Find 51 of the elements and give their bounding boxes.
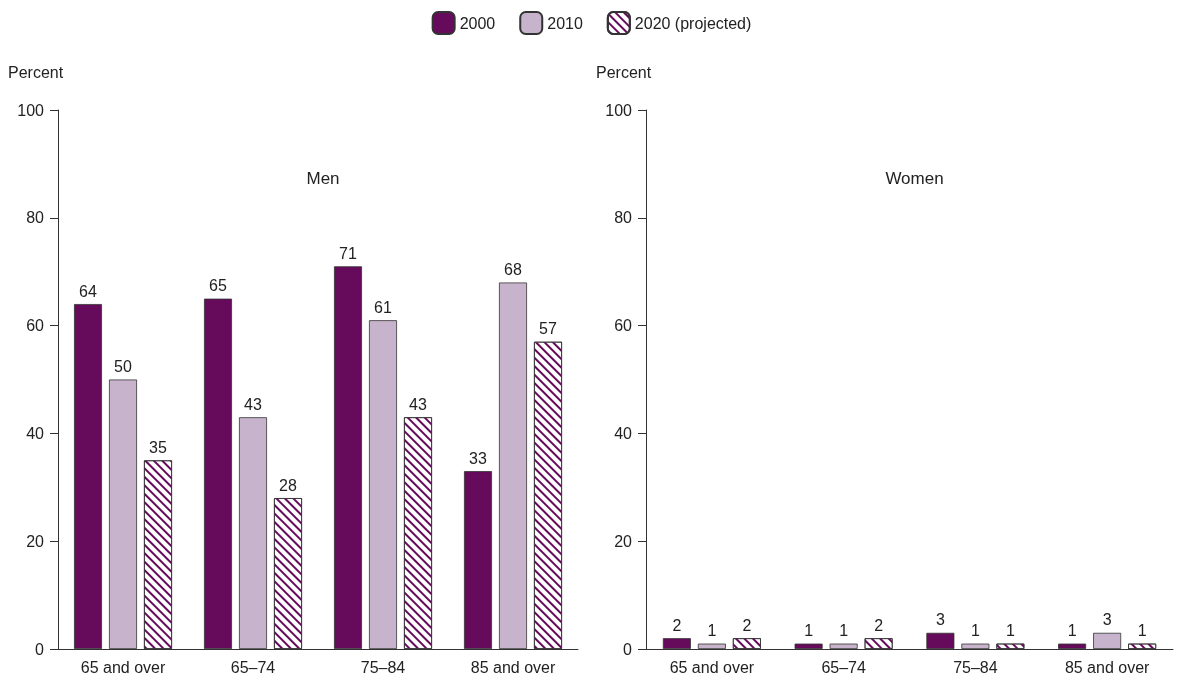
data-label: 57: [539, 320, 557, 338]
data-label: 1: [1005, 622, 1015, 640]
legend-label: 2000: [459, 14, 496, 32]
x-tick-label: 85 and over: [470, 658, 556, 676]
data-label: 61: [374, 298, 392, 316]
data-label: 35: [149, 438, 167, 456]
x-tick-label: 75–84: [953, 658, 998, 676]
data-label: 1: [1137, 622, 1147, 640]
x-tick-label: 75–84: [360, 658, 406, 676]
y-tick-label: 0: [623, 640, 633, 658]
data-label: 43: [409, 395, 427, 413]
x-tick-label: 65–74: [821, 658, 866, 676]
data-label: 1: [707, 622, 717, 640]
data-label: 43: [244, 395, 262, 413]
data-label: 2: [874, 616, 884, 634]
data-label: 50: [114, 358, 132, 375]
y-tick-label: 20: [26, 532, 45, 550]
y-tick-label: 60: [614, 317, 633, 335]
data-label: 1: [1067, 622, 1077, 640]
data-label: 1: [839, 622, 849, 640]
data-label: 1: [804, 622, 814, 640]
y-tick-label: 20: [614, 532, 633, 550]
data-label: 1: [970, 622, 980, 640]
data-label: 28: [279, 476, 297, 494]
y-tick-label: 100: [17, 101, 45, 119]
y-tick-label: 80: [614, 209, 633, 227]
text: Men: [306, 169, 340, 188]
y-axis-title: Percent: [596, 63, 652, 81]
legend-label: 2020 (projected): [634, 14, 752, 32]
data-label: 71: [339, 244, 357, 262]
data-label: 68: [504, 260, 522, 278]
x-tick-label: 85 and over: [1064, 658, 1151, 676]
y-tick-label: 60: [26, 317, 45, 335]
y-axis-title: Percent: [8, 63, 64, 81]
data-label: 3: [1102, 611, 1112, 629]
x-tick-label: 65–74: [230, 658, 276, 676]
x-tick-label: 65 and over: [80, 658, 166, 676]
data-label: 3: [935, 611, 945, 629]
y-tick-label: 80: [26, 209, 45, 227]
y-tick-label: 100: [605, 101, 633, 119]
y-tick-label: 40: [26, 424, 45, 442]
data-label: 2: [742, 616, 752, 634]
data-label: 65: [209, 277, 227, 295]
y-tick-label: 0: [35, 640, 45, 658]
x-tick-label: 65 and over: [669, 658, 755, 676]
data-label: 33: [469, 449, 487, 467]
data-label: 2: [672, 616, 682, 634]
y-tick-label: 40: [614, 424, 633, 442]
data-label: 64: [79, 282, 97, 300]
legend-label: 2010: [547, 14, 583, 32]
text: Women: [885, 169, 944, 188]
